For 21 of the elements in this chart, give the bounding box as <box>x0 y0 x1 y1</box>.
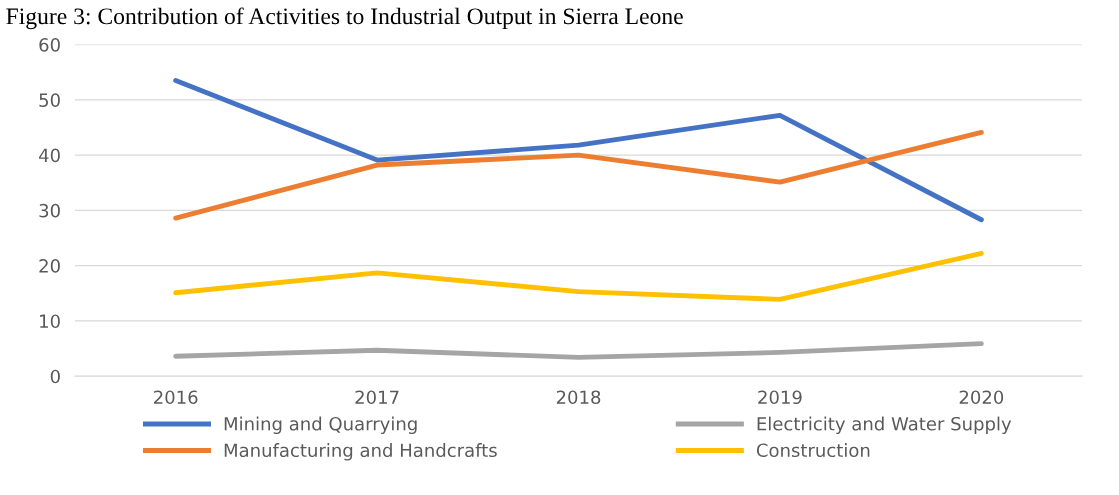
x-tick-label: 2019 <box>758 390 802 405</box>
line-series <box>173 78 984 223</box>
y-tick-label: 30 <box>39 203 60 218</box>
legend-label: Manufacturing and Handcrafts <box>224 443 497 461</box>
x-tick-label: 2016 <box>154 390 198 405</box>
y-tick-label: 0 <box>50 369 60 384</box>
x-tick-label: 2020 <box>959 390 1004 405</box>
chart-title: Figure 3: Contribution of Activities to Industrial Output in Sierra Leone <box>6 7 683 30</box>
legend-label: Mining and Quarrying <box>224 416 417 435</box>
line-series <box>173 341 984 360</box>
y-tick-label: 50 <box>39 93 60 107</box>
line-series <box>173 130 984 221</box>
legend-label: Electricity and Water Supply <box>757 416 1012 435</box>
line-series <box>173 251 984 302</box>
x-tick-label: 2018 <box>556 390 601 405</box>
legend-label: Construction <box>756 443 870 458</box>
y-tick-label: 40 <box>38 148 60 163</box>
y-tick-label: 60 <box>39 38 60 52</box>
x-tick-label: 2017 <box>355 390 399 405</box>
y-tick-label: 20 <box>39 259 60 273</box>
y-tick-label: 10 <box>40 314 60 329</box>
